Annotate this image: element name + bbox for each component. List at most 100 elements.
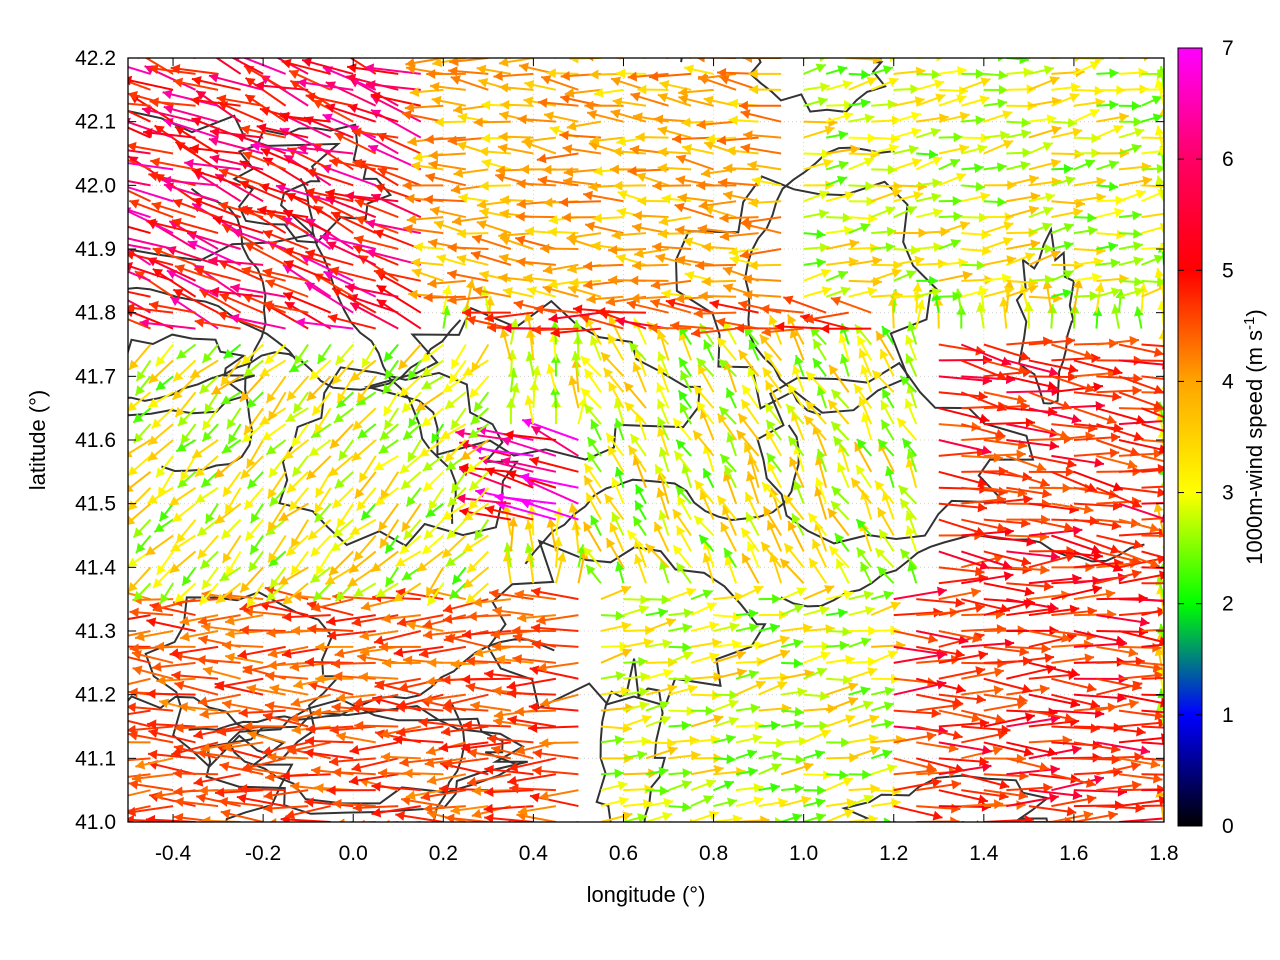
- wind-vector: [764, 380, 783, 409]
- wind-vector: [983, 693, 1028, 705]
- wind-vector: [583, 368, 602, 393]
- wind-vector: [441, 502, 467, 521]
- wind-vector: [231, 58, 264, 75]
- wind-vector: [983, 677, 1033, 694]
- wind-vector: [371, 781, 421, 792]
- wind-vector: [498, 253, 534, 266]
- wind-vector: [716, 135, 759, 146]
- wind-vector: [586, 451, 602, 473]
- wind-vector: [568, 375, 580, 409]
- wind-vector: [1141, 375, 1164, 380]
- terrain-contour: [161, 187, 267, 473]
- wind-vector: [1006, 793, 1059, 808]
- wind-vector: [498, 131, 534, 142]
- wind-vector: [1118, 661, 1163, 673]
- wind-vector: [378, 439, 399, 455]
- wind-vector: [1160, 561, 1164, 584]
- wind-vector: [1141, 789, 1164, 792]
- wind-vector: [326, 785, 376, 796]
- wind-vector: [504, 430, 557, 441]
- wind-vector: [159, 582, 174, 605]
- wind-vector: [358, 672, 399, 683]
- wind-vector: [290, 550, 309, 576]
- wind-vector: [1028, 243, 1054, 254]
- wind-vector: [722, 504, 738, 536]
- wind-vector: [450, 805, 489, 816]
- wind-vector: [445, 813, 489, 822]
- wind-vector: [381, 375, 400, 395]
- wind-vector: [308, 439, 332, 457]
- wind-vector: [632, 361, 647, 393]
- wind-vector: [456, 228, 489, 239]
- wind-vector: [267, 471, 287, 500]
- wind-vector: [267, 534, 287, 563]
- wind-vector: [300, 254, 354, 282]
- wind-vector: [354, 471, 377, 499]
- wind-vector: [240, 124, 286, 139]
- wind-vector: [532, 765, 579, 776]
- wind-vector: [1051, 470, 1098, 492]
- wind-vector: [152, 246, 196, 266]
- wind-vector: [470, 701, 512, 712]
- wind-vector: [201, 423, 219, 443]
- x-tick-label: 1.4: [969, 842, 999, 865]
- wind-vector: [411, 268, 444, 282]
- wind-vector: [938, 270, 973, 282]
- wind-vector: [1028, 525, 1083, 537]
- wind-vector: [1141, 598, 1164, 603]
- wind-vector: [803, 797, 826, 808]
- wind-vector: [870, 686, 895, 697]
- wind-vector: [803, 96, 828, 107]
- wind-vector: [1028, 336, 1076, 347]
- wind-vector: [128, 724, 174, 735]
- wind-vector: [740, 143, 782, 155]
- wind-vector: [1118, 276, 1144, 287]
- wind-vector: [309, 566, 332, 584]
- wind-vector: [174, 582, 197, 604]
- wind-vector: [983, 273, 1012, 284]
- wind-vector: [1073, 159, 1096, 171]
- wind-vector: [675, 154, 714, 171]
- wind-vector: [515, 235, 557, 250]
- wind-vector: [358, 455, 377, 483]
- wind-vector: [623, 701, 650, 712]
- wind-vector: [740, 109, 782, 123]
- wind-vector: [870, 701, 895, 712]
- wind-vector: [216, 94, 264, 107]
- wind-vector: [803, 729, 832, 744]
- wind-vector: [564, 88, 602, 98]
- wind-vector: [657, 351, 670, 377]
- wind-vector: [1028, 65, 1054, 75]
- wind-vector: [1141, 276, 1164, 287]
- wind-vector: [632, 455, 647, 489]
- wind-vector: [392, 582, 422, 603]
- wind-vector: [348, 550, 377, 574]
- wind-vector: [698, 291, 737, 302]
- wind-vector: [855, 464, 873, 489]
- wind-vector: [1006, 129, 1032, 140]
- wind-vector: [288, 69, 332, 91]
- wind-vector: [584, 100, 624, 111]
- wind-vector: [461, 629, 511, 640]
- wind-vector: [1028, 693, 1081, 709]
- wind-vector: [858, 348, 873, 377]
- wind-vector: [225, 550, 242, 577]
- wind-vector: [626, 529, 647, 553]
- wind-vector: [147, 439, 174, 462]
- wind-vector: [720, 521, 737, 552]
- wind-vector: [305, 249, 354, 266]
- wind-vector: [1028, 805, 1077, 817]
- wind-vector: [582, 521, 602, 552]
- wind-vector: [441, 534, 467, 559]
- wind-vector: [1141, 661, 1164, 666]
- wind-vector: [374, 677, 421, 691]
- wind-vector: [462, 502, 489, 522]
- wind-vector: [834, 532, 850, 553]
- wind-vector: [758, 681, 788, 696]
- wind-vector: [542, 284, 579, 298]
- wind-vector: [293, 677, 331, 690]
- wind-vector: [470, 343, 490, 373]
- wind-vector: [421, 375, 444, 390]
- wind-vector: [338, 439, 355, 462]
- wind-vector: [826, 674, 853, 685]
